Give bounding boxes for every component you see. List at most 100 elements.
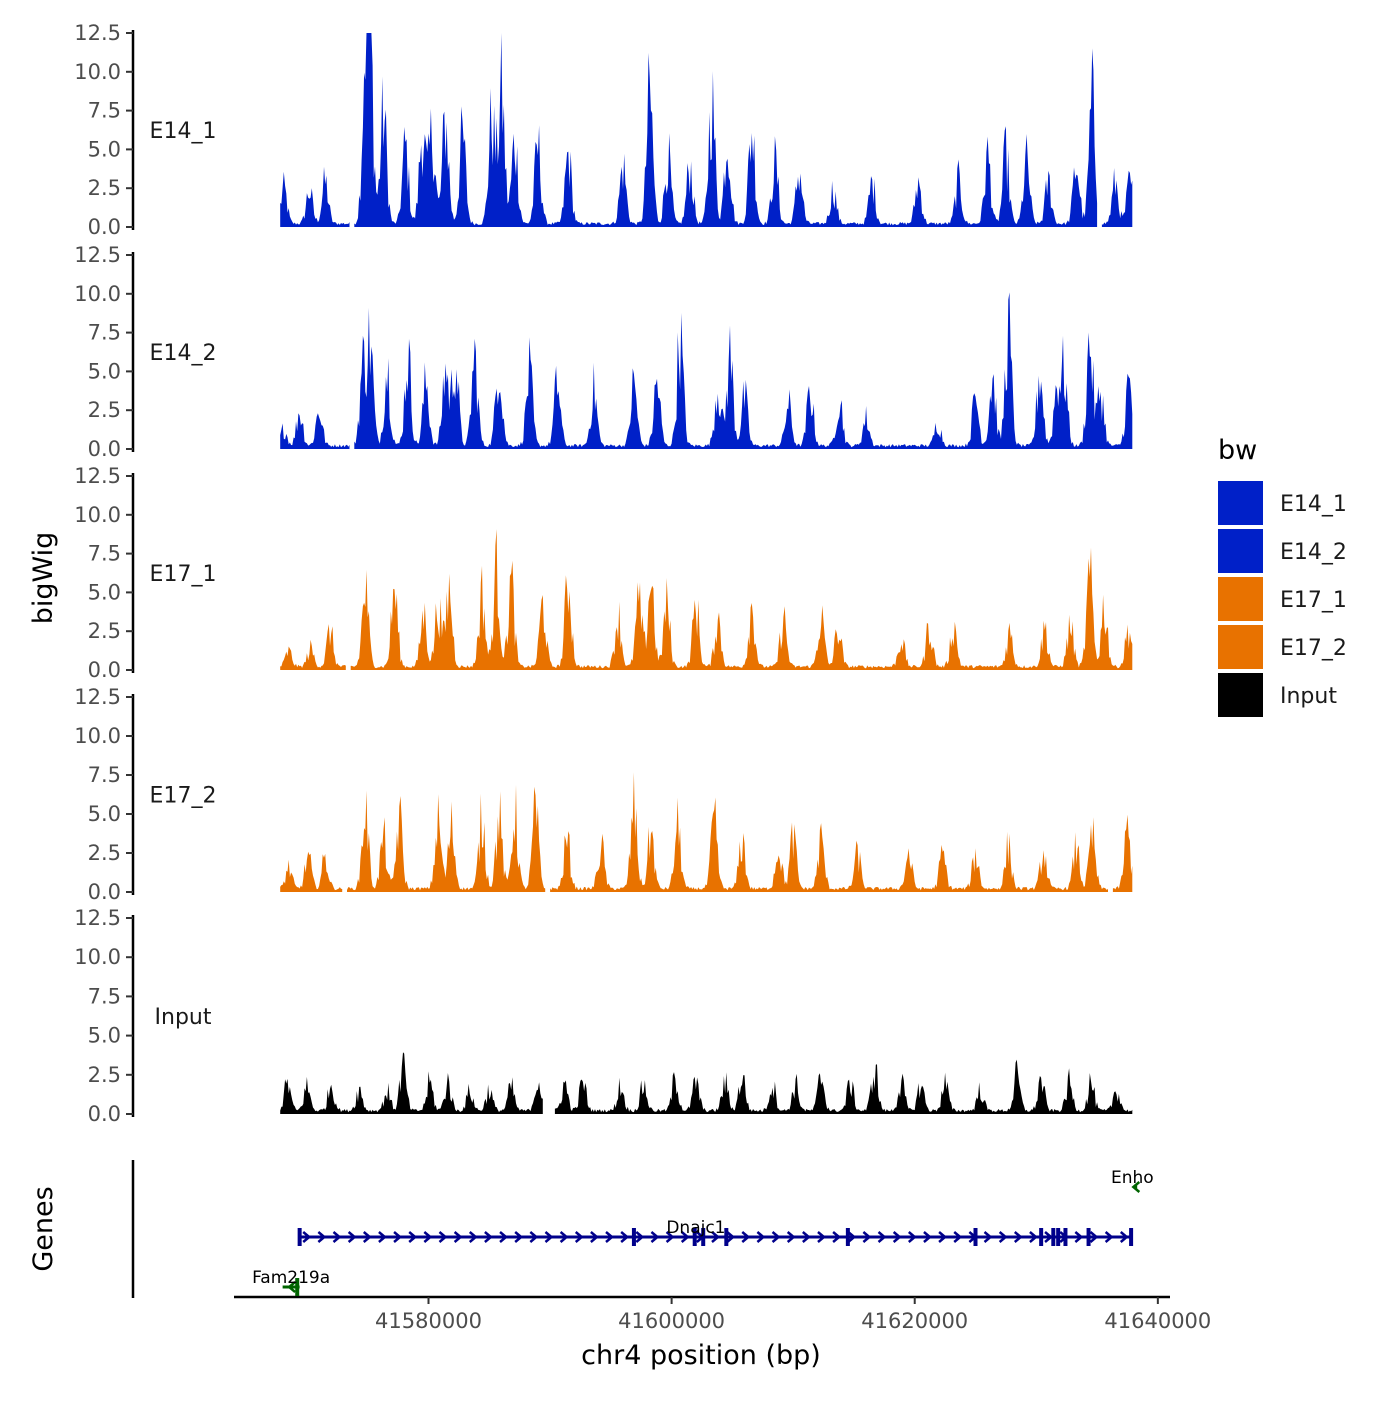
gene-label-Fam219a: Fam219a <box>252 1268 330 1288</box>
strand-arrow <box>317 1231 327 1243</box>
y-tick-label: 12.5 <box>74 243 121 267</box>
strand-arrow <box>832 1231 842 1243</box>
y-tick-label: 7.5 <box>88 321 121 345</box>
strand-arrow <box>953 1231 963 1243</box>
legend-swatch-E14_1 <box>1218 481 1263 525</box>
coverage-area-E17_1 <box>280 529 1133 670</box>
strand-arrow <box>544 1231 554 1243</box>
gene-exon <box>1129 1228 1134 1246</box>
strand-arrow <box>892 1231 902 1243</box>
strand-arrow <box>680 1231 690 1243</box>
y-tick-label: 0.0 <box>88 437 121 461</box>
strand-arrow <box>559 1231 569 1243</box>
y-tick-label: 10.0 <box>74 60 121 84</box>
legend-swatch-Input <box>1218 673 1263 717</box>
coverage-area-E17_2 <box>280 772 1133 892</box>
y-tick-label: 5.0 <box>88 580 121 604</box>
strand-arrow <box>741 1231 751 1243</box>
gene-exon <box>724 1228 729 1246</box>
y-tick-label: 7.5 <box>88 542 121 566</box>
y-tick-label: 2.5 <box>88 1063 121 1087</box>
strand-arrow <box>665 1231 675 1243</box>
x-tick-label: 41640000 <box>1104 1309 1211 1333</box>
strand-arrow <box>1029 1231 1038 1243</box>
track-label-E14_2: E14_2 <box>150 341 217 366</box>
track-label-E17_2: E17_2 <box>150 784 217 809</box>
strand-arrow <box>938 1231 948 1243</box>
strand-arrow <box>711 1231 720 1243</box>
legend-label-E14_1: E14_1 <box>1280 492 1347 517</box>
y-tick-label: 2.5 <box>88 619 121 643</box>
legend-swatch-E17_1 <box>1218 577 1263 621</box>
strand-arrow <box>726 1231 736 1243</box>
strand-arrow <box>620 1231 630 1243</box>
strand-arrow <box>499 1231 508 1243</box>
y-tick-label: 0.0 <box>88 658 121 682</box>
legend-swatch-E14_2 <box>1218 529 1263 573</box>
y-tick-label: 2.5 <box>88 398 121 422</box>
strand-arrow <box>484 1231 493 1243</box>
legend-label-Input: Input <box>1280 684 1337 709</box>
coverage-area-Input <box>280 1052 1133 1114</box>
strand-arrow <box>393 1231 403 1243</box>
strand-arrow <box>877 1231 887 1243</box>
gene-exon <box>297 1228 302 1246</box>
y-tick-label: 0.0 <box>88 1102 121 1126</box>
y-tick-label: 5.0 <box>88 1024 121 1048</box>
strand-arrow <box>998 1231 1008 1243</box>
gene-exon <box>973 1228 978 1246</box>
strand-arrow <box>362 1231 372 1243</box>
gene-exon <box>1056 1228 1061 1246</box>
strand-arrow <box>1074 1231 1084 1243</box>
strand-arrow <box>847 1231 857 1243</box>
legend-label-E17_1: E17_1 <box>1280 588 1347 613</box>
track-label-E17_1: E17_1 <box>150 562 217 587</box>
strand-arrow <box>771 1231 781 1243</box>
y-tick-label: 0.0 <box>88 880 121 904</box>
strand-arrow <box>650 1231 660 1243</box>
strand-arrow <box>1119 1231 1129 1243</box>
strand-arrow <box>1089 1231 1099 1243</box>
strand-arrow <box>590 1231 599 1243</box>
gene-label-Dnajc1: Dnajc1 <box>666 1218 725 1238</box>
y-tick-label: 10.0 <box>74 724 121 748</box>
y-tick-label: 0.0 <box>88 215 121 239</box>
y-tick-label: 5.0 <box>88 137 121 161</box>
y-tick-label: 12.5 <box>74 21 121 45</box>
coverage-area-E14_2 <box>280 292 1133 449</box>
strand-arrow <box>287 1281 296 1293</box>
gene-label-Enho: Enho <box>1111 1168 1154 1188</box>
y-tick-label: 12.5 <box>74 906 121 930</box>
strand-arrow <box>1044 1231 1054 1243</box>
strand-arrow <box>378 1231 387 1243</box>
y-tick-label: 12.5 <box>74 464 121 488</box>
gene-exon <box>692 1228 697 1246</box>
strand-arrow <box>347 1231 357 1243</box>
legend-swatch-E17_2 <box>1218 625 1263 669</box>
y-tick-label: 5.0 <box>88 802 121 826</box>
strand-arrow <box>1131 1181 1141 1193</box>
strand-arrow <box>514 1231 524 1243</box>
y-tick-label: 10.0 <box>74 945 121 969</box>
strand-arrow <box>605 1231 614 1243</box>
y-tick-label: 10.0 <box>74 503 121 527</box>
y-tick-label: 12.5 <box>74 685 121 709</box>
coverage-area-E14_1 <box>280 33 1133 227</box>
strand-arrow <box>453 1231 463 1243</box>
strand-arrow <box>332 1231 342 1243</box>
x-tick-label: 41600000 <box>618 1309 725 1333</box>
strand-arrow <box>923 1231 932 1243</box>
legend-label-E14_2: E14_2 <box>1280 540 1347 565</box>
track-label-E14_1: E14_1 <box>150 119 217 144</box>
strand-arrow <box>907 1231 917 1243</box>
gene-exon <box>1086 1228 1091 1246</box>
strand-arrow <box>423 1231 433 1243</box>
y-tick-label: 5.0 <box>88 359 121 383</box>
x-tick-label: 41580000 <box>375 1309 482 1333</box>
strand-arrow <box>1104 1231 1114 1243</box>
strand-arrow <box>468 1231 478 1243</box>
y-tick-label: 7.5 <box>88 763 121 787</box>
gene-exon <box>295 1278 300 1296</box>
strand-arrow <box>1013 1231 1023 1243</box>
